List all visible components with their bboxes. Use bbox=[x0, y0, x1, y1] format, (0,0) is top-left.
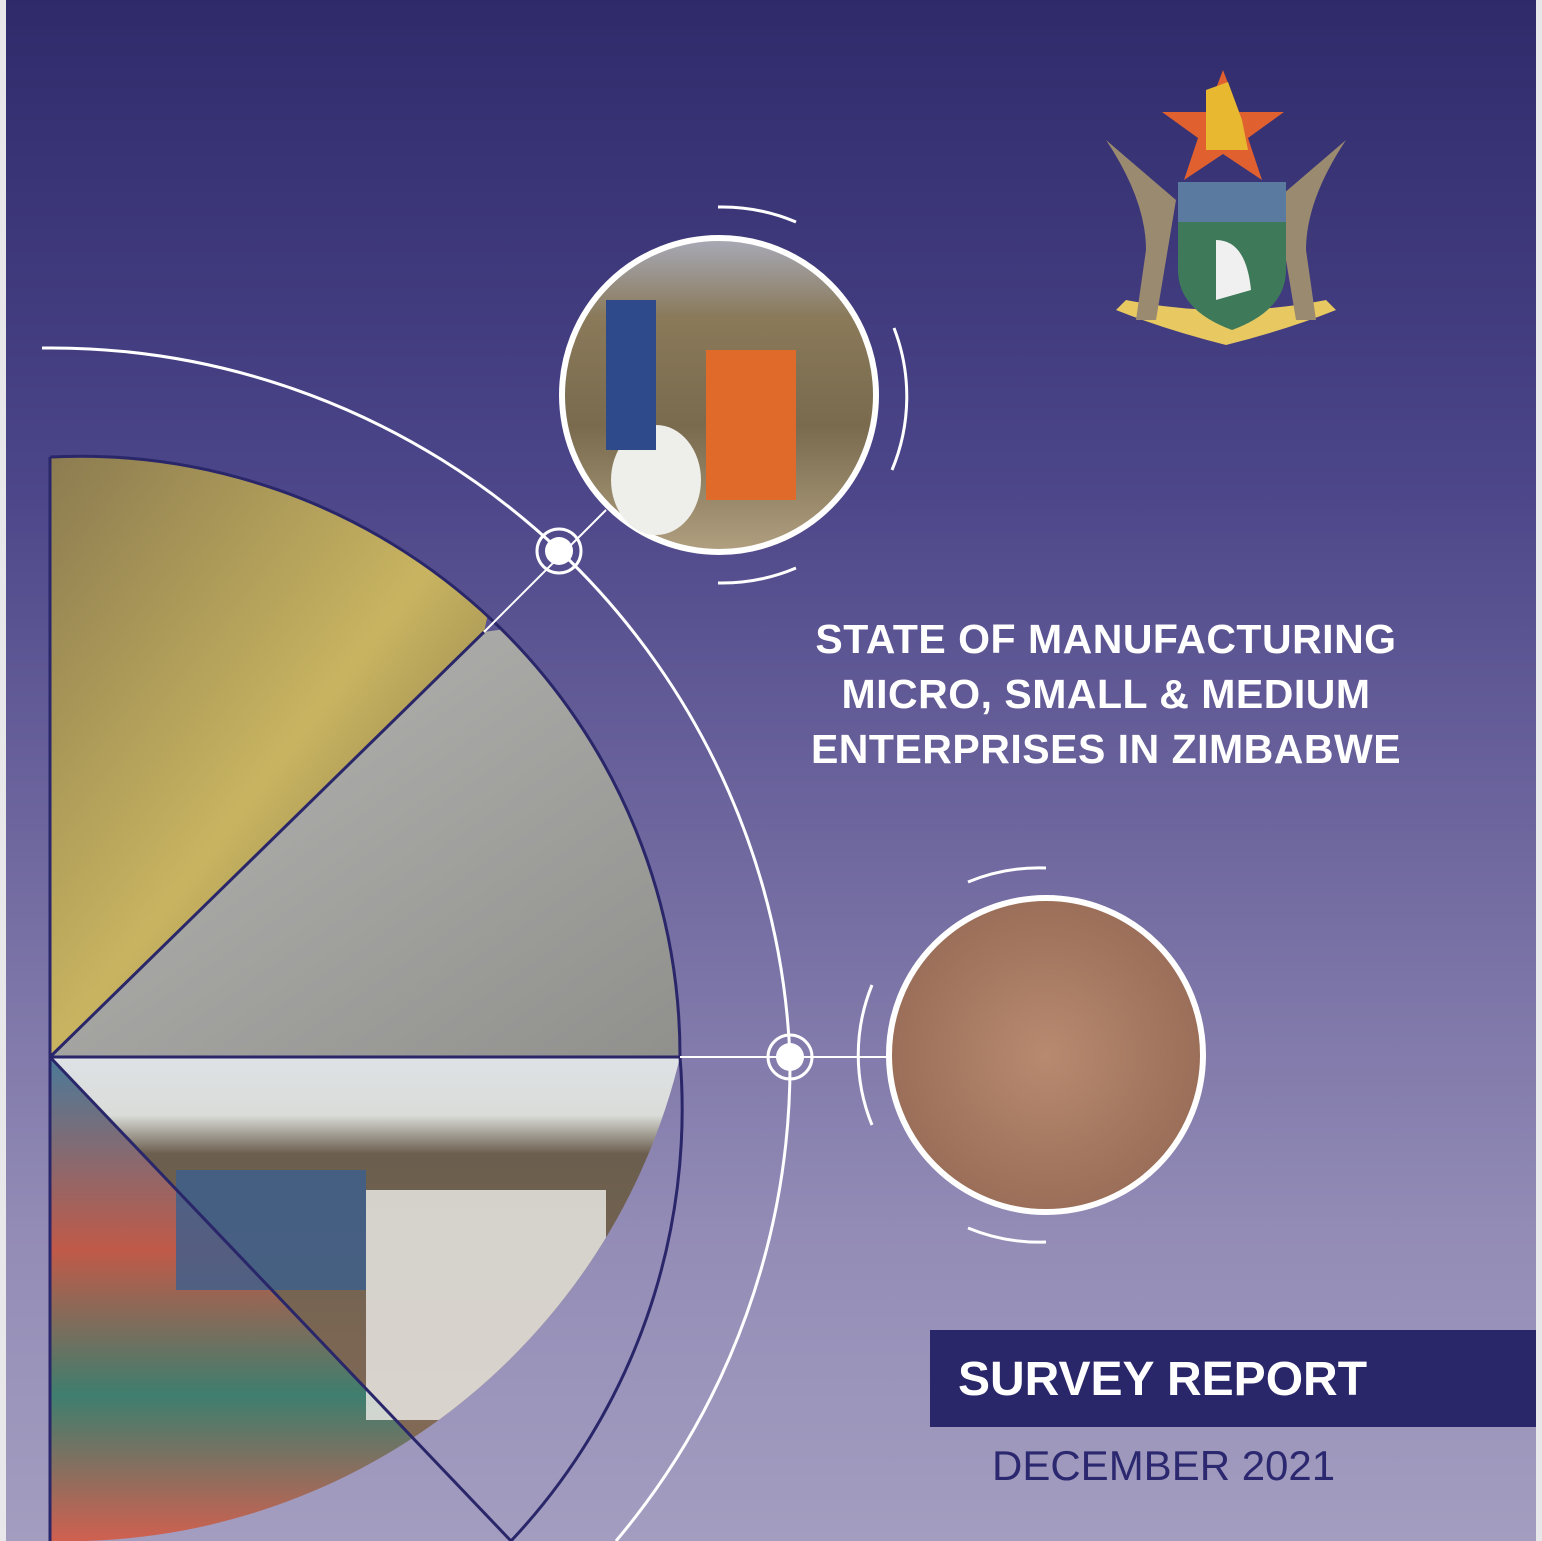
pottery-photo bbox=[886, 895, 1206, 1215]
jars-photo bbox=[50, 456, 526, 1057]
outer-arc bbox=[41, 346, 792, 1541]
report-type: SURVEY REPORT bbox=[958, 1353, 1368, 1406]
paving-bricks-photo bbox=[50, 600, 681, 1057]
cover-graphics bbox=[41, 70, 1346, 1541]
connector-node-lower bbox=[766, 1033, 814, 1081]
report-cover: STATE OF MANUFACTURING MICRO, SMALL & ME… bbox=[6, 0, 1536, 1541]
grinding-mill-photo bbox=[559, 235, 879, 555]
connector-node-upper bbox=[535, 527, 583, 575]
survey-report-banner: SURVEY REPORT bbox=[930, 1330, 1536, 1427]
zimbabwe-coat-of-arms-icon bbox=[1106, 70, 1346, 345]
report-date: DECEMBER 2021 bbox=[992, 1442, 1336, 1489]
title-line: MICRO, SMALL & MEDIUM bbox=[841, 671, 1371, 717]
title-line: STATE OF MANUFACTURING bbox=[815, 616, 1397, 662]
photo-collage bbox=[50, 456, 681, 1541]
report-title: STATE OF MANUFACTURING MICRO, SMALL & ME… bbox=[746, 612, 1466, 777]
title-line: ENTERPRISES IN ZIMBABWE bbox=[810, 726, 1402, 772]
